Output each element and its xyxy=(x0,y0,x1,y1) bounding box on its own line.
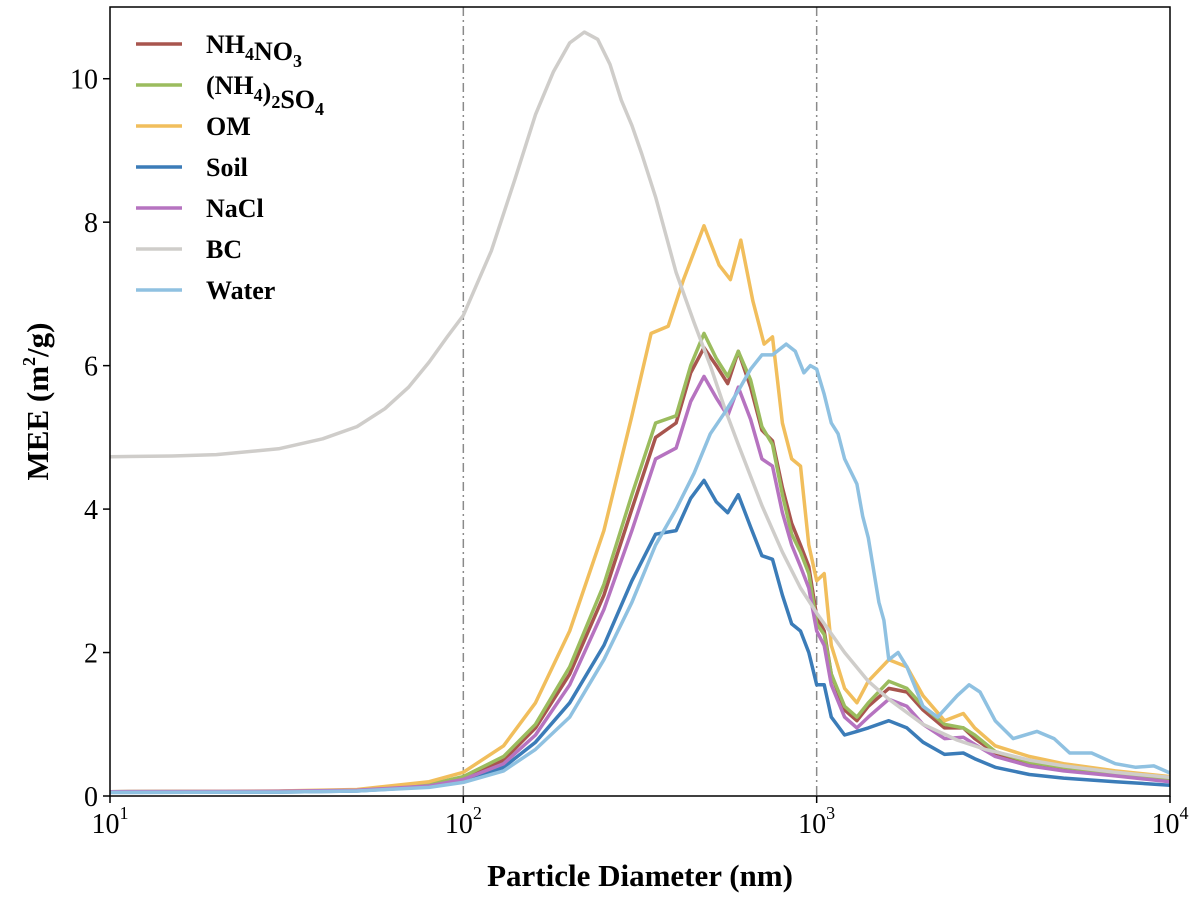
y-axis-title: MEE (m2/g) xyxy=(19,323,55,481)
axis-ticks: 101 102 103 104 0 2 4 6 8 10 xyxy=(70,65,1189,840)
series-line xyxy=(109,478,1171,795)
legend-label: Water xyxy=(206,276,275,305)
plot-frame xyxy=(109,6,1171,797)
y-tick-label: 0 xyxy=(84,782,98,813)
series-line xyxy=(109,30,1171,780)
legend-label: OM xyxy=(206,112,251,141)
x-tick-label: 101 xyxy=(92,803,129,840)
x-axis-title: Particle Diameter (nm) xyxy=(487,858,793,893)
series-lines xyxy=(109,30,1171,795)
reference-lines xyxy=(462,7,818,796)
y-tick-label: 8 xyxy=(84,208,98,239)
legend-label: NH4NO3 xyxy=(206,30,302,71)
y-tick-label: 10 xyxy=(70,65,98,96)
legend-label: BC xyxy=(206,235,242,264)
y-tick-label: 4 xyxy=(84,495,98,526)
series-line xyxy=(109,331,1171,794)
x-tick-label: 102 xyxy=(445,803,482,840)
x-tick-label: 103 xyxy=(798,803,835,840)
y-tick-label: 6 xyxy=(84,352,98,383)
series-line xyxy=(109,345,1171,794)
x-tick-label: 104 xyxy=(1152,803,1189,840)
legend-label: NaCl xyxy=(206,194,264,223)
series-line xyxy=(109,342,1171,795)
legend-label: Soil xyxy=(206,153,248,182)
y-tick-label: 2 xyxy=(84,639,98,670)
series-line xyxy=(109,224,1171,794)
legend-label: (NH4)2SO4 xyxy=(206,71,324,119)
